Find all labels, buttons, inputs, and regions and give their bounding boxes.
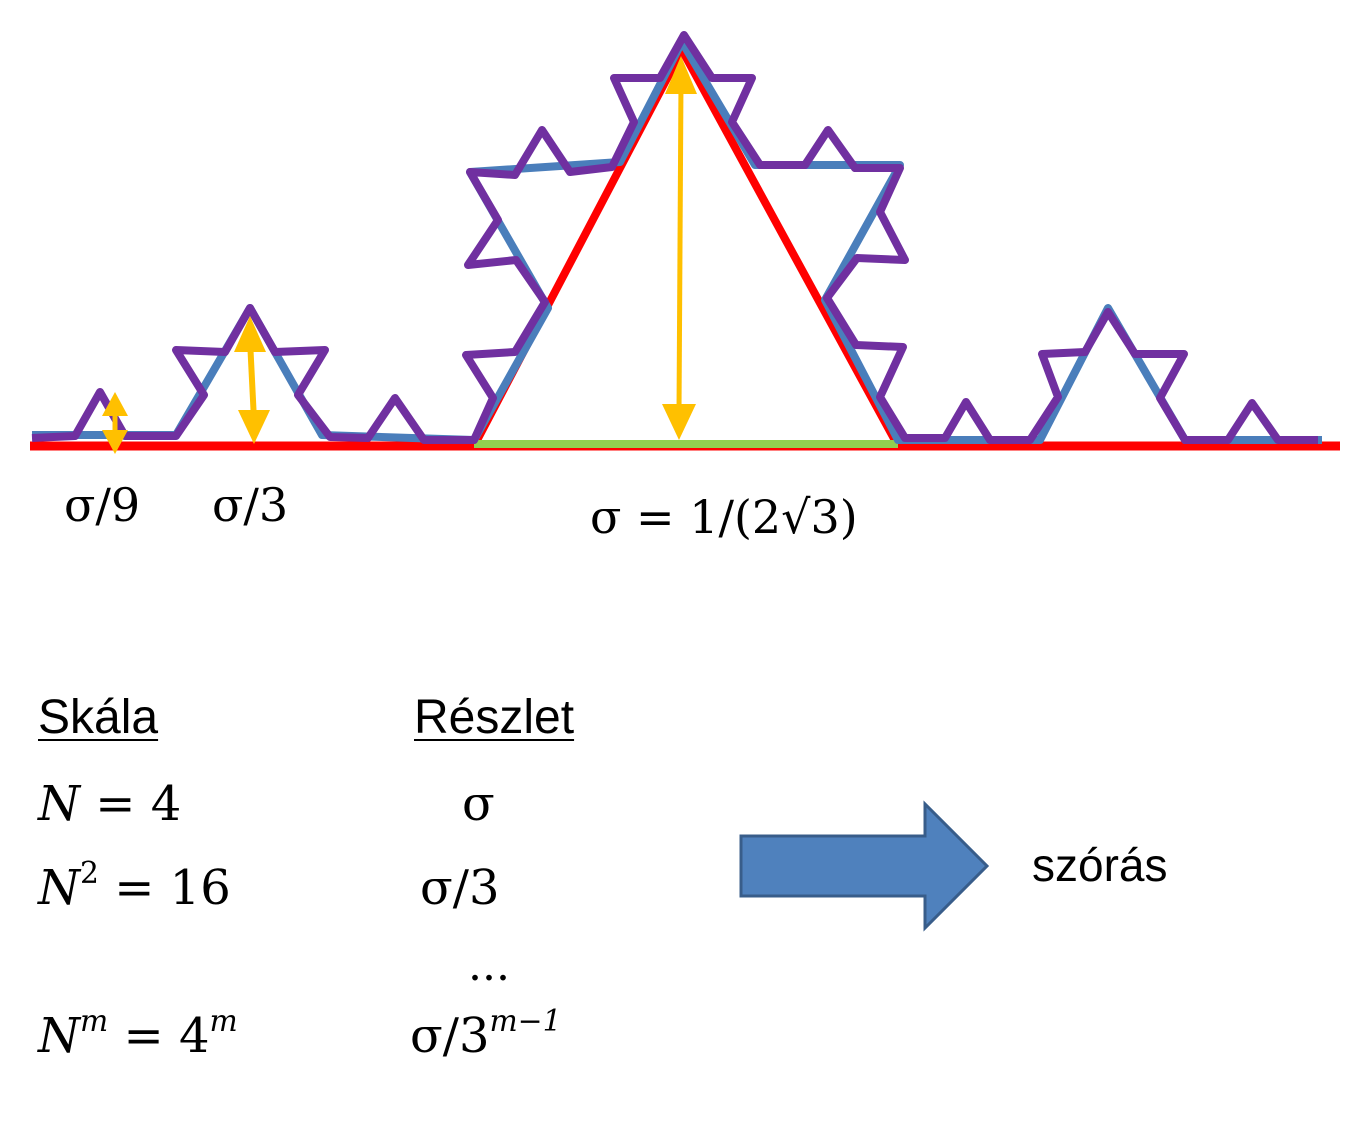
koch-curve-purple xyxy=(31,31,1318,444)
right-arrow-icon xyxy=(739,800,990,932)
arrow-sigma-9 xyxy=(102,392,128,454)
scale-row-1: N = 4 xyxy=(38,776,181,832)
scale-row-2: N2 = 16 xyxy=(38,858,231,916)
scale-rhs: = 16 xyxy=(98,860,231,916)
label-sigma-9: σ/9 xyxy=(64,478,141,532)
detail-row-1: σ xyxy=(462,776,495,832)
detail-row-2: σ/3 xyxy=(420,860,500,916)
scale-exp: m xyxy=(80,1003,109,1039)
header-detail: Részlet xyxy=(414,691,575,744)
arrow-sigma xyxy=(662,56,697,440)
scale-row-m: Nm = 4m xyxy=(38,1006,238,1064)
koch-fractal-diagram xyxy=(30,31,1340,454)
scale-exp: 2 xyxy=(80,855,99,891)
detail-exp: m−1 xyxy=(489,1003,562,1039)
detail-row-m: σ/3m−1 xyxy=(410,1006,562,1064)
label-sigma-3: σ/3 xyxy=(212,478,289,532)
big-triangle-red xyxy=(470,46,902,448)
scale-rhs: = 4 xyxy=(108,1008,210,1064)
scale-rhs: = 4 xyxy=(80,776,182,832)
scale-base: N xyxy=(38,860,80,916)
detail-base: σ/3 xyxy=(410,1008,490,1064)
scale-rhs-exp: m xyxy=(209,1003,238,1039)
arrow-sigma-3 xyxy=(234,316,270,444)
header-scale: Skála xyxy=(38,691,159,744)
label-sigma-definition: σ = 1/(2√3) xyxy=(590,490,858,544)
ellipsis: ... xyxy=(468,940,510,991)
arrow-label: szórás xyxy=(1032,839,1168,891)
scale-base: N xyxy=(38,776,80,832)
scale-base: N xyxy=(38,1008,80,1064)
